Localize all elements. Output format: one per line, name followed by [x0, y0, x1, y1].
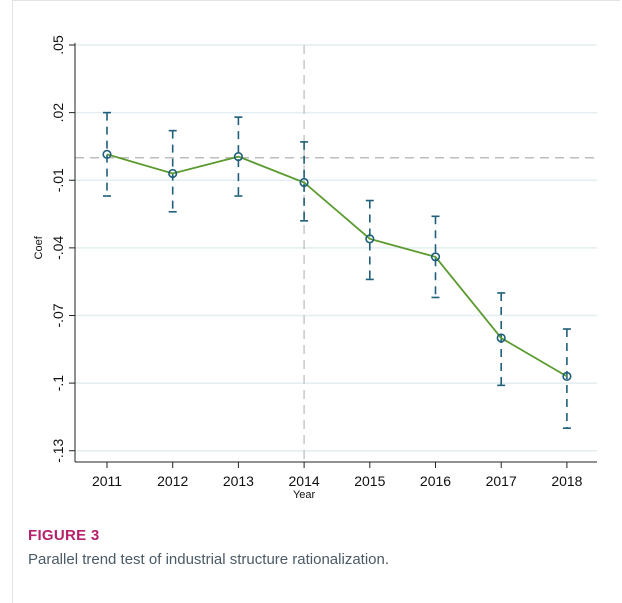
reference-lines [75, 45, 597, 462]
x-tick-label: 2017 [486, 473, 517, 489]
data-point [430, 252, 441, 262]
x-tick-label: 2013 [223, 473, 254, 489]
x-tick-label: 2016 [420, 473, 451, 489]
data-point [562, 371, 572, 381]
y-tick-label: -.04 [50, 236, 66, 260]
data-point [365, 234, 375, 244]
y-tick-label: .02 [50, 103, 66, 123]
data-point [299, 177, 309, 188]
figure-caption: Parallel trend test of industrial struct… [28, 551, 390, 568]
error-bars [103, 111, 571, 429]
y-tick-label: -.13 [50, 438, 66, 462]
data-point [233, 151, 243, 162]
axes [69, 43, 597, 468]
tick-labels: .05 .02 -.01 -.04 -.07 -.1 -.13 Coef 2011 2012 201… [33, 35, 583, 501]
y-tick-label: -.07 [50, 303, 66, 327]
data-point [168, 168, 178, 179]
grid-layer [75, 44, 597, 452]
data-point [496, 333, 506, 343]
figure-card [12, 0, 620, 603]
data-point [102, 149, 112, 159]
series-line [106, 153, 568, 378]
coefficient-plot: .05 .02 -.01 -.04 -.07 -.1 -.13 Coef 2011 2012 201… [33, 35, 597, 501]
x-tick-label: 2011 [92, 473, 122, 489]
x-tick-label: 2015 [354, 473, 385, 489]
y-tick-label: .05 [50, 35, 66, 55]
x-tick-label: 2018 [551, 473, 582, 489]
x-tick-label: 2012 [157, 473, 188, 489]
figure-label: FIGURE 3 [28, 527, 100, 544]
x-axis-title: Year [293, 489, 316, 501]
data-points [102, 149, 572, 381]
y-tick-label: -.1 [50, 375, 66, 392]
y-axis-title: Coef [33, 235, 45, 259]
series-line [106, 153, 568, 378]
y-tick-label: -.01 [50, 168, 66, 192]
x-tick-label: 2014 [289, 473, 320, 489]
